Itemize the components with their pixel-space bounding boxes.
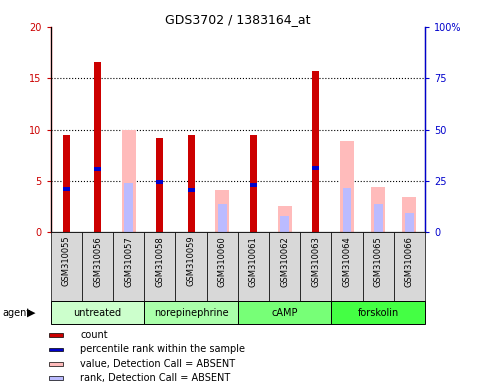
Text: rank, Detection Call = ABSENT: rank, Detection Call = ABSENT: [80, 373, 231, 383]
Bar: [144, 232, 175, 301]
Bar: [94, 62, 101, 232]
Bar: [49, 348, 63, 351]
Title: GDS3702 / 1383164_at: GDS3702 / 1383164_at: [165, 13, 311, 26]
Text: value, Detection Call = ABSENT: value, Detection Call = ABSENT: [80, 359, 236, 369]
Bar: [340, 141, 354, 232]
Bar: [124, 183, 133, 232]
Bar: [94, 167, 101, 170]
Bar: [175, 232, 207, 301]
Bar: [188, 135, 195, 232]
Bar: [343, 188, 352, 232]
Bar: [278, 205, 292, 232]
Text: GSM310055: GSM310055: [62, 236, 71, 286]
Bar: [156, 180, 163, 184]
Bar: [188, 188, 195, 192]
Text: cAMP: cAMP: [271, 308, 298, 318]
Bar: [394, 232, 425, 301]
Text: forskolin: forskolin: [357, 308, 399, 318]
Text: GSM310066: GSM310066: [405, 236, 414, 286]
Bar: [331, 301, 425, 324]
Bar: [63, 187, 70, 191]
Text: GSM310058: GSM310058: [156, 236, 164, 286]
Text: count: count: [80, 330, 108, 340]
Text: agent: agent: [2, 308, 30, 318]
Bar: [250, 183, 257, 187]
Bar: [300, 232, 331, 301]
Text: GSM310057: GSM310057: [124, 236, 133, 286]
Bar: [82, 232, 113, 301]
Text: GSM310060: GSM310060: [218, 236, 227, 286]
Bar: [49, 333, 63, 337]
Bar: [49, 376, 63, 380]
Bar: [218, 204, 227, 232]
Bar: [51, 301, 144, 324]
Bar: [371, 187, 385, 232]
Text: percentile rank within the sample: percentile rank within the sample: [80, 344, 245, 354]
Bar: [331, 232, 363, 301]
Bar: [313, 71, 319, 232]
Text: GSM310063: GSM310063: [312, 236, 320, 286]
Text: untreated: untreated: [73, 308, 122, 318]
Text: GSM310059: GSM310059: [186, 236, 196, 286]
Bar: [280, 216, 289, 232]
Bar: [313, 166, 319, 170]
Bar: [250, 135, 257, 232]
Text: GSM310064: GSM310064: [342, 236, 352, 286]
Text: ▶: ▶: [27, 308, 35, 318]
Bar: [207, 232, 238, 301]
Text: GSM310061: GSM310061: [249, 236, 258, 286]
Bar: [122, 130, 136, 232]
Bar: [402, 197, 416, 232]
Bar: [113, 232, 144, 301]
Bar: [144, 301, 238, 324]
Bar: [215, 190, 229, 232]
Text: norepinephrine: norepinephrine: [154, 308, 228, 318]
Bar: [49, 362, 63, 366]
Bar: [269, 232, 300, 301]
Text: GSM310065: GSM310065: [374, 236, 383, 286]
Bar: [238, 301, 331, 324]
Bar: [156, 138, 163, 232]
Bar: [238, 232, 269, 301]
Text: GSM310062: GSM310062: [280, 236, 289, 286]
Bar: [63, 135, 70, 232]
Bar: [405, 213, 414, 232]
Bar: [374, 204, 383, 232]
Bar: [363, 232, 394, 301]
Bar: [51, 232, 82, 301]
Text: GSM310056: GSM310056: [93, 236, 102, 286]
